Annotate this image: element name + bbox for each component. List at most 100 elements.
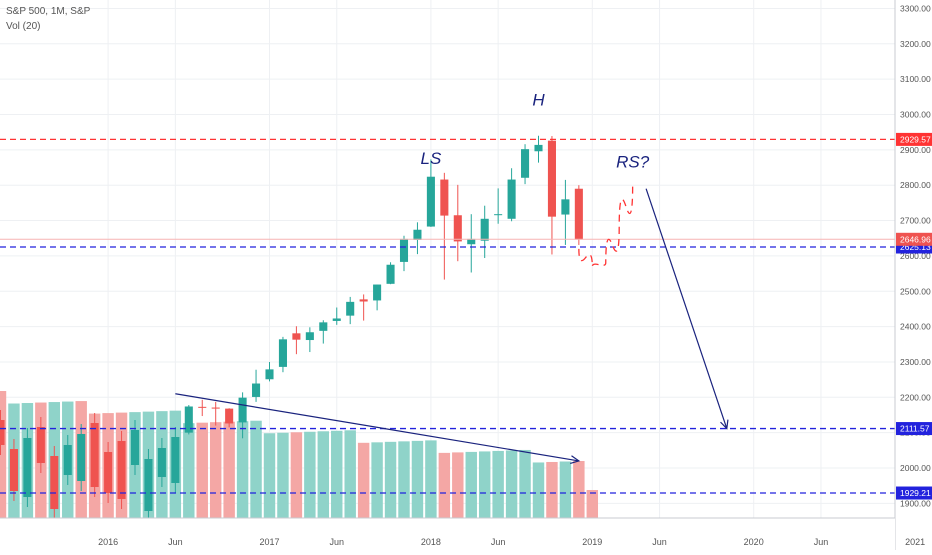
volume-bar bbox=[290, 432, 303, 518]
trend-arrow-1 bbox=[175, 393, 579, 462]
last-price-tag bbox=[896, 232, 932, 246]
candle-body bbox=[104, 452, 113, 493]
volume-bar bbox=[532, 462, 545, 518]
y-tick-label: 3300.00 bbox=[900, 3, 931, 13]
y-tick-label: 2500.00 bbox=[900, 286, 931, 296]
candle-body bbox=[507, 179, 516, 219]
volume-bar bbox=[411, 440, 424, 518]
level-price-tag bbox=[896, 132, 932, 146]
volume-bar bbox=[573, 461, 585, 518]
x-tick-label: Jun bbox=[491, 537, 506, 547]
candle-body bbox=[36, 427, 45, 463]
candle-body bbox=[63, 445, 72, 475]
volume-bar bbox=[465, 451, 477, 518]
candle-body bbox=[77, 434, 86, 481]
candle-body bbox=[184, 406, 193, 433]
candle-body bbox=[157, 448, 166, 477]
y-tick-label: 2900.00 bbox=[900, 145, 931, 155]
volume-bar bbox=[371, 442, 383, 518]
candle-body bbox=[319, 322, 328, 331]
y-tick-label: 2700.00 bbox=[900, 216, 931, 226]
x-tick-label: 2017 bbox=[259, 537, 279, 547]
candle-body bbox=[9, 449, 18, 491]
volume-bar bbox=[586, 490, 599, 518]
trend-arrow-head-1 bbox=[570, 455, 581, 465]
volume-bar bbox=[196, 422, 208, 518]
candle-body bbox=[198, 406, 207, 408]
candle-body bbox=[211, 407, 220, 409]
y-tick-label: 2600.00 bbox=[900, 251, 931, 261]
candle-body bbox=[534, 144, 543, 152]
candle-body bbox=[278, 339, 287, 367]
level-price-label-2: 2111.57 bbox=[900, 424, 930, 434]
volume-bar bbox=[452, 452, 464, 518]
candle-body bbox=[332, 318, 341, 321]
volume-bar bbox=[250, 420, 262, 518]
candle-body bbox=[413, 229, 422, 240]
candle-body bbox=[494, 214, 503, 216]
candle-body bbox=[50, 456, 59, 509]
candle-body bbox=[144, 459, 153, 511]
y-tick-label: 2800.00 bbox=[900, 180, 931, 190]
volume-bar bbox=[438, 452, 451, 518]
candle-body bbox=[117, 441, 126, 499]
volume-bar bbox=[398, 441, 410, 518]
volume-bar bbox=[263, 433, 276, 518]
trend-arrow-0 bbox=[645, 188, 728, 429]
trend-arrow-head-0 bbox=[720, 419, 729, 430]
volume-bar bbox=[209, 422, 222, 518]
candle-body bbox=[561, 199, 570, 215]
y-tick-label: 1900.00 bbox=[900, 498, 931, 508]
x-tick-label: Jun bbox=[652, 537, 667, 547]
candle-body bbox=[225, 408, 234, 424]
candle-body bbox=[359, 299, 368, 302]
x-tick-label: 2020 bbox=[744, 537, 764, 547]
volume-bar bbox=[425, 440, 437, 518]
candle-body bbox=[440, 179, 449, 216]
y-tick-label: 2200.00 bbox=[900, 392, 931, 402]
candle-body bbox=[480, 218, 489, 241]
pattern-label-0: LS bbox=[421, 149, 442, 168]
y-tick-label: 3200.00 bbox=[900, 39, 931, 49]
volume-bar bbox=[277, 432, 289, 518]
volume-bar bbox=[357, 442, 370, 518]
candle-body bbox=[23, 438, 32, 497]
volume-legend: Vol (20) bbox=[6, 21, 41, 32]
candle-body bbox=[346, 301, 355, 316]
volume-bar bbox=[344, 430, 356, 518]
x-tick-label: 2019 bbox=[582, 537, 602, 547]
level-price-label-1: 2625.13 bbox=[900, 242, 931, 252]
volume-bar bbox=[559, 461, 572, 518]
x-tick-label: 2018 bbox=[421, 537, 441, 547]
volume-bar bbox=[519, 449, 531, 518]
candle-body bbox=[252, 383, 261, 397]
projection-path bbox=[578, 185, 634, 267]
y-tick-label: 3000.00 bbox=[900, 110, 931, 120]
symbol-title: S&P 500, 1M, S&P bbox=[6, 6, 91, 17]
candle-body bbox=[265, 369, 274, 380]
candle-body bbox=[386, 264, 395, 284]
pattern-label-1: H bbox=[532, 91, 545, 110]
volume-bar bbox=[223, 421, 235, 518]
volume-bar bbox=[331, 430, 343, 518]
level-price-label-3: 1929.21 bbox=[900, 488, 931, 498]
candle-body bbox=[426, 176, 435, 227]
volume-bar bbox=[236, 421, 249, 518]
volume-bar bbox=[478, 451, 491, 518]
volume-bar bbox=[546, 461, 558, 518]
candle-body bbox=[574, 188, 583, 240]
time-axis-panel bbox=[0, 518, 895, 550]
x-tick-label: 2021 bbox=[905, 537, 925, 547]
volume-bar bbox=[0, 391, 7, 518]
x-tick-label: Jun bbox=[168, 537, 183, 547]
candle-body bbox=[453, 215, 462, 242]
candle-body bbox=[467, 238, 476, 245]
level-price-tag bbox=[896, 486, 932, 500]
candle-body bbox=[0, 420, 5, 445]
y-tick-label: 2400.00 bbox=[900, 322, 931, 332]
x-tick-label: Jun bbox=[814, 537, 829, 547]
candle-body bbox=[171, 437, 180, 483]
chart-legend: S&P 500, 1M, S&P Vol (20) bbox=[6, 4, 90, 34]
level-price-tag bbox=[896, 422, 932, 436]
